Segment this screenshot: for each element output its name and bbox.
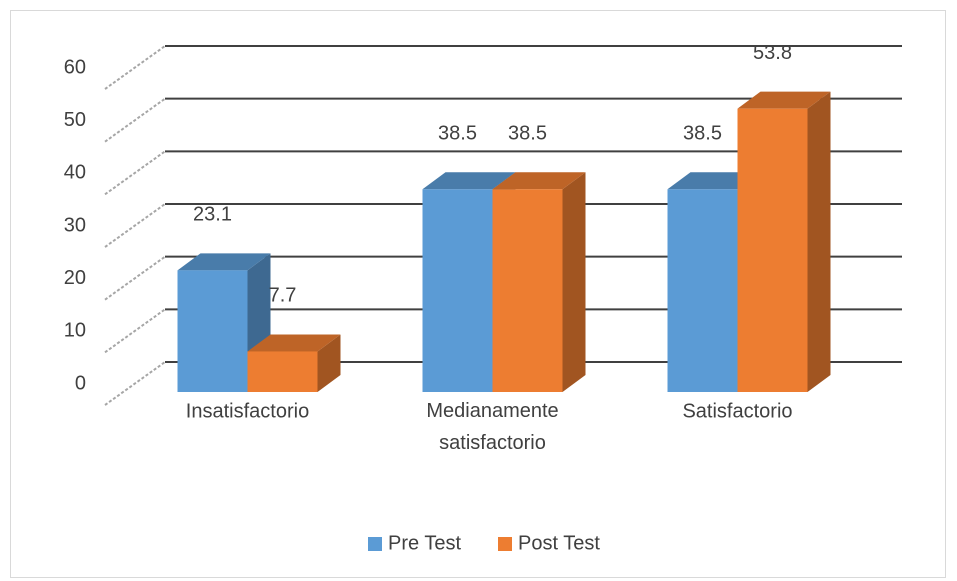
legend-swatch	[498, 537, 512, 551]
bar	[177, 253, 271, 392]
bar-top	[177, 253, 271, 271]
legend-swatch	[368, 537, 382, 551]
data-label: 38.5	[508, 123, 547, 145]
y-tick-label: 50	[64, 109, 86, 131]
legend-label: Pre Test	[388, 532, 461, 554]
bar-top	[492, 172, 586, 190]
data-label: 7.7	[269, 285, 297, 307]
bar-front	[737, 108, 808, 393]
data-label: 38.5	[683, 123, 722, 145]
x-tick-label: Insatisfactorio	[186, 400, 309, 422]
y-tick-label: 30	[64, 214, 86, 236]
x-tick-label: Satisfactorio	[682, 400, 792, 422]
bar-side	[317, 334, 341, 392]
bar-side	[807, 91, 831, 393]
legend-label: Post Test	[518, 532, 600, 554]
grid-side-line	[104, 255, 166, 301]
y-tick-label: 40	[64, 162, 86, 184]
x-tick-label: Medianamente satisfactorio	[426, 400, 558, 454]
y-tick-label: 20	[64, 267, 86, 289]
bar-front	[247, 351, 318, 392]
y-tick-label: 0	[75, 372, 86, 394]
bar-top	[247, 334, 341, 352]
grid-side-line	[104, 308, 166, 354]
grid-side-line	[104, 97, 166, 143]
bar-front	[667, 189, 738, 392]
y-tick-label: 60	[64, 56, 86, 78]
grid-side-line	[104, 203, 166, 248]
bar-top	[422, 172, 516, 190]
bar-top	[667, 172, 761, 190]
data-label: 38.5	[438, 123, 477, 145]
grid-side-line	[104, 45, 166, 90]
bar-top	[737, 91, 831, 109]
bar	[492, 172, 586, 392]
data-label: 23.1	[193, 204, 232, 226]
y-tick-label: 10	[64, 320, 86, 342]
bar-front	[492, 189, 563, 392]
grid-side-line	[104, 150, 166, 196]
grid-side-line	[104, 361, 166, 406]
data-label: 53.8	[753, 42, 792, 64]
bar-side	[562, 172, 586, 392]
bar	[247, 334, 341, 392]
bar	[737, 91, 831, 393]
bar-front	[422, 189, 493, 392]
bar-front	[177, 270, 248, 392]
